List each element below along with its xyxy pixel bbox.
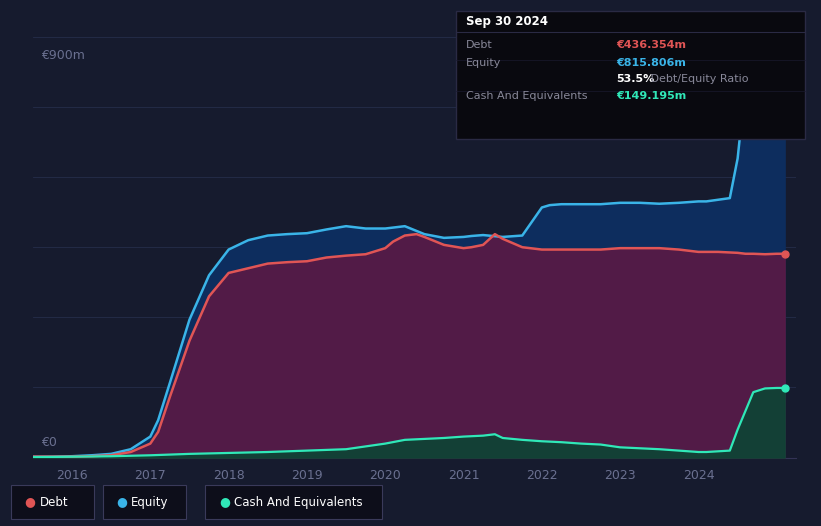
Text: ●: ● [25, 495, 35, 509]
Text: Debt/Equity Ratio: Debt/Equity Ratio [647, 74, 749, 84]
Text: Equity: Equity [466, 58, 501, 68]
Text: €149.195m: €149.195m [616, 91, 686, 101]
Text: €436.354m: €436.354m [616, 41, 686, 50]
Text: Cash And Equivalents: Cash And Equivalents [234, 495, 363, 509]
Text: €815.806m: €815.806m [616, 58, 686, 68]
Text: Debt: Debt [39, 495, 68, 509]
Text: Cash And Equivalents: Cash And Equivalents [466, 91, 587, 101]
Text: ●: ● [219, 495, 230, 509]
Text: Sep 30 2024: Sep 30 2024 [466, 15, 548, 28]
Text: €0: €0 [41, 436, 57, 449]
Text: Debt: Debt [466, 41, 493, 50]
Text: ●: ● [117, 495, 127, 509]
Text: €900m: €900m [41, 48, 85, 62]
Text: 53.5%: 53.5% [616, 74, 654, 84]
Text: Equity: Equity [131, 495, 169, 509]
